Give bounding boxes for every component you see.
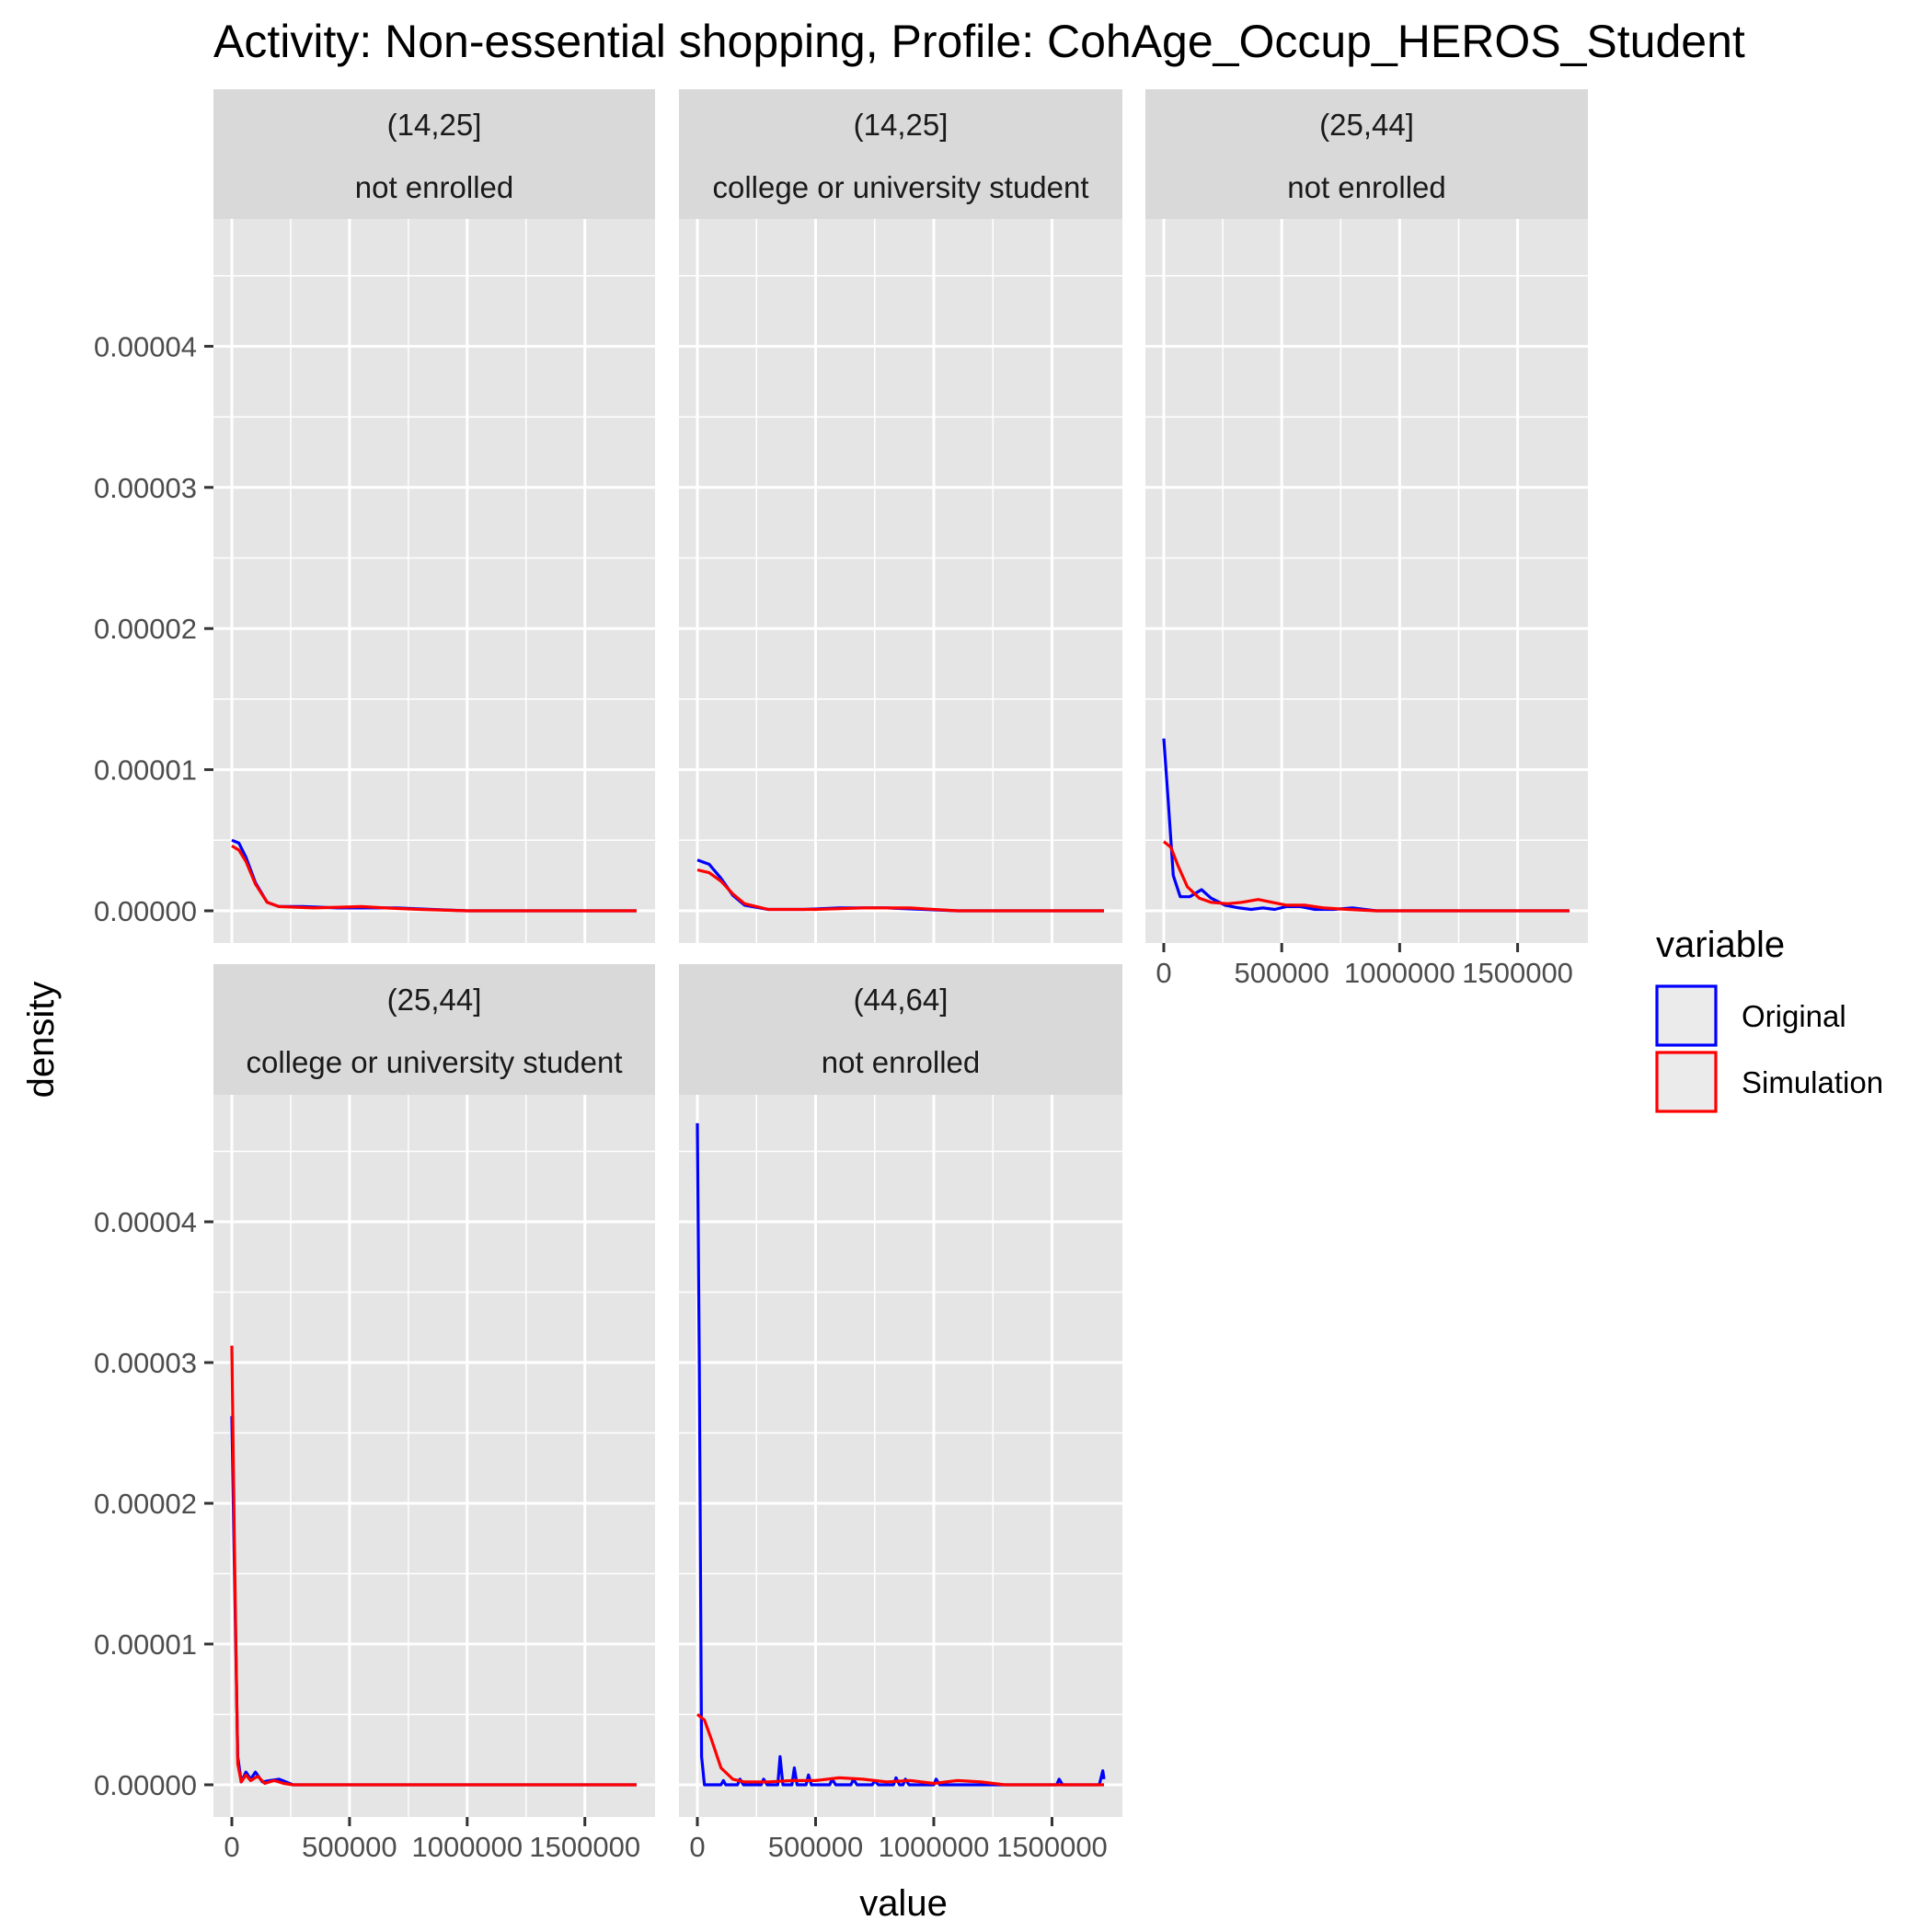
legend-label: Original [1742, 999, 1846, 1033]
density-line-simulation [696, 1713, 1104, 1787]
facet-strip [1145, 89, 1588, 219]
y-tick-label: 0.00001 [94, 1628, 197, 1661]
facet-panel: (25,44] college or university student 0.00… [94, 964, 655, 1863]
strip-label-age: (25,44] [387, 983, 482, 1017]
panel-background [1145, 219, 1588, 943]
strip-label-enrollment: college or university student [712, 170, 1088, 204]
strip-label-age: (14,25] [387, 108, 482, 142]
chart-title: Activity: Non-essential shopping, Profil… [213, 16, 1745, 67]
x-tick-label: 0 [689, 1831, 705, 1863]
y-tick-label: 0.00000 [94, 895, 197, 927]
x-tick-label: 1000000 [879, 1831, 990, 1863]
x-tick-label: 1500000 [1462, 957, 1573, 989]
legend-key-original [1655, 984, 1718, 1047]
facet-panel: (25,44] not enrolled 0 500000 1000000 1500000 [1145, 89, 1588, 989]
facet-strip [213, 89, 655, 219]
x-tick-label: 500000 [302, 1831, 397, 1863]
x-tick-label: 500000 [768, 1831, 863, 1863]
legend-key-simulation [1655, 1051, 1718, 1113]
legend-item-simulation: Simulation [1655, 1051, 1883, 1113]
strip-label-enrollment: not enrolled [1287, 170, 1445, 204]
x-tick-label: 1500000 [996, 1831, 1108, 1863]
x-tick-label: 0 [1156, 957, 1171, 989]
facet-panels: (14,25] not enrolled 0.00000 0.00001 0.00002… [94, 89, 1588, 1863]
legend-title: variable [1656, 925, 1785, 965]
y-tick-label: 0.00004 [94, 330, 197, 362]
facet-strip [213, 964, 655, 1095]
x-tick-label: 1000000 [411, 1831, 523, 1863]
facet-panel: (44,64] not enrolled 0 500000 1000000 1500000 [679, 964, 1122, 1863]
facet-strip [679, 89, 1122, 219]
strip-label-enrollment: not enrolled [355, 170, 513, 204]
panel-background [213, 1095, 655, 1817]
strip-label-age: (14,25] [854, 108, 949, 142]
x-tick-label: 1000000 [1344, 957, 1455, 989]
y-tick-label: 0.00001 [94, 754, 197, 787]
legend-label: Simulation [1742, 1065, 1883, 1099]
density-line-simulation [231, 845, 637, 913]
panel-background [679, 219, 1122, 943]
density-line-simulation [230, 1345, 637, 1787]
facet-panel: (14,25] college or university student [679, 89, 1122, 943]
y-tick-label: 0.00000 [94, 1769, 197, 1801]
panel-background [213, 219, 655, 943]
y-tick-label: 0.00003 [94, 472, 197, 504]
x-tick-label: 0 [224, 1831, 239, 1863]
density-line-simulation [696, 868, 1104, 913]
legend-item-original: Original [1655, 984, 1846, 1047]
y-tick-label: 0.00002 [94, 613, 197, 645]
strip-label-age: (25,44] [1319, 108, 1414, 142]
strip-label-age: (44,64] [854, 983, 949, 1017]
density-line-simulation [1162, 840, 1570, 913]
strip-label-enrollment: not enrolled [822, 1045, 980, 1079]
y-tick-label: 0.00004 [94, 1206, 197, 1238]
y-tick-label: 0.00003 [94, 1347, 197, 1379]
y-tick-label: 0.00002 [94, 1488, 197, 1520]
y-axis-title: density [21, 982, 62, 1098]
x-tick-label: 500000 [1234, 957, 1328, 989]
facet-strip [679, 964, 1122, 1095]
x-axis-title: value [859, 1883, 948, 1924]
legend: variable Original Simulation [1655, 925, 1883, 1113]
strip-label-enrollment: college or university student [246, 1045, 622, 1079]
panel-background [679, 1095, 1122, 1817]
x-tick-label: 1500000 [529, 1831, 640, 1863]
facet-panel: (14,25] not enrolled 0.00000 0.00001 0.00002… [94, 89, 655, 943]
